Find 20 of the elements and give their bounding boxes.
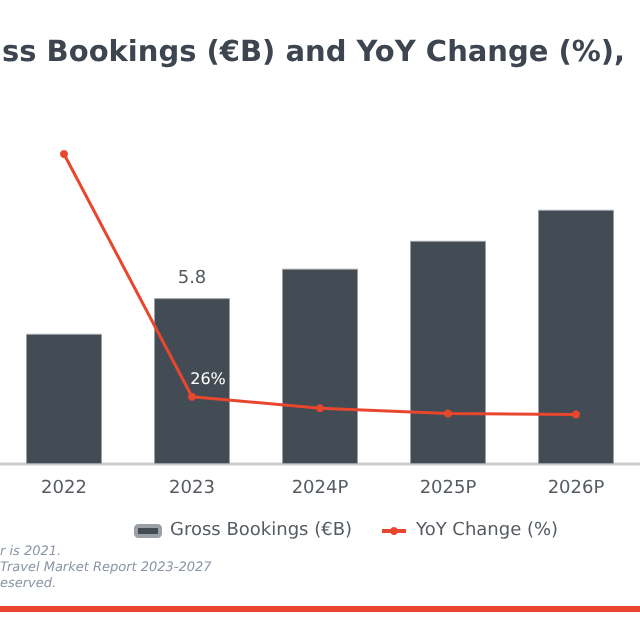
point [444, 409, 452, 418]
bar [282, 268, 358, 464]
legend-label: Gross Bookings (€B) [170, 521, 353, 541]
legend-label: YoY Change (%) [414, 521, 559, 541]
bar [154, 298, 230, 464]
point [60, 150, 68, 158]
bar [538, 209, 614, 464]
x-tick-label: 2022 [41, 479, 87, 499]
bar [410, 240, 486, 464]
x-tick-label: 2023 [169, 479, 215, 499]
x-tick-label: 2025P [419, 479, 478, 499]
point [572, 410, 580, 419]
annotation: 5.8 [177, 269, 207, 290]
point [316, 404, 324, 413]
x-tick-label: 2024P [291, 479, 350, 499]
bar [26, 333, 102, 464]
chart-title: ss Bookings (€B) and YoY Change (%), [2, 37, 626, 69]
annotation: 26% [190, 369, 227, 388]
x-tick-label: 2026P [547, 479, 606, 499]
point [188, 392, 196, 401]
